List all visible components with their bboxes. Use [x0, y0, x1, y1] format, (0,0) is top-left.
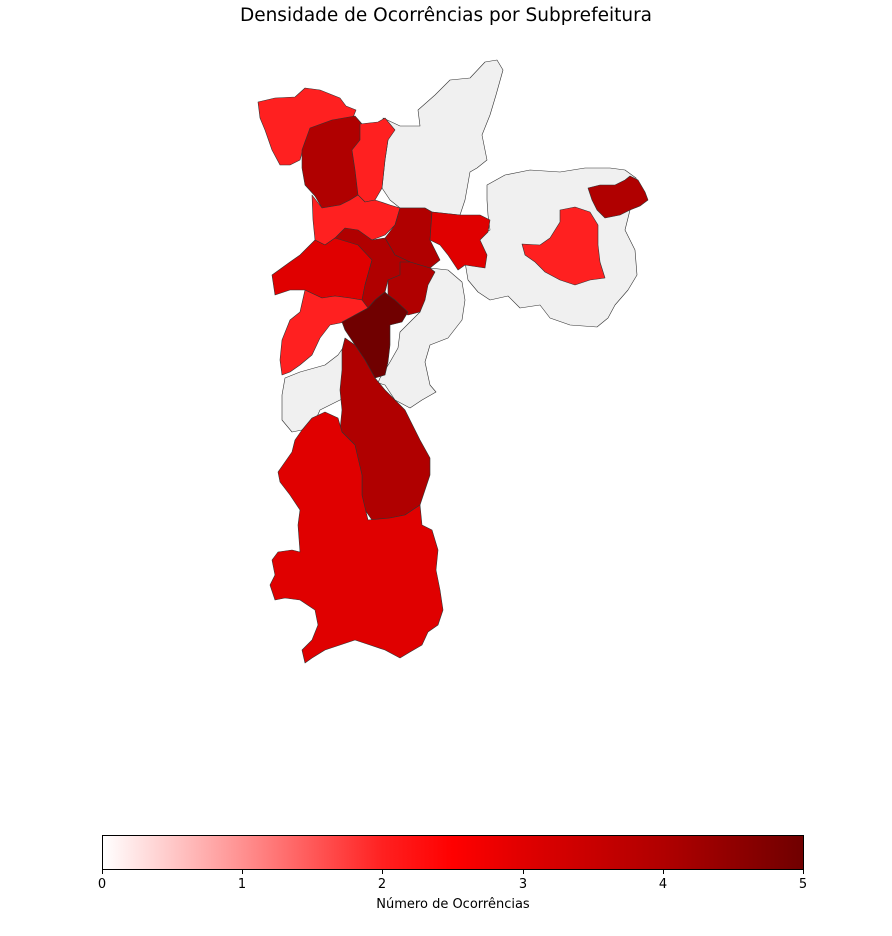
colorbar-tick-label: 5: [798, 877, 808, 892]
colorbar: [102, 835, 804, 870]
region-center-east: [387, 261, 436, 316]
region-north-unshaded: [381, 59, 504, 216]
region-east-mid: [521, 206, 606, 286]
colorbar-tick-label: 1: [237, 877, 247, 892]
colorbar-tick: [242, 870, 243, 874]
region-north-narrow: [351, 117, 396, 203]
colorbar-tick: [803, 870, 804, 874]
region-south-unshaded: [281, 267, 466, 433]
region-far-south: [269, 411, 444, 664]
colorbar-label: Número de Ocorrências: [376, 897, 530, 912]
colorbar-tick-label: 2: [377, 877, 387, 892]
region-center-south: [341, 291, 409, 379]
map-title: Densidade de Ocorrências por Subprefeitu…: [239, 5, 653, 26]
region-far-east: [587, 175, 649, 219]
map-canvas: [257, 59, 649, 664]
colorbar-tick-label: 3: [518, 877, 528, 892]
colorbar-tick-label: 0: [97, 877, 107, 892]
region-southwest-band: [279, 289, 369, 376]
colorbar-tick: [102, 870, 103, 874]
region-north-west-inner: [301, 115, 363, 209]
colorbar-tick-label: 4: [658, 877, 668, 892]
colorbar-tick: [382, 870, 383, 874]
colorbar-tick: [523, 870, 524, 874]
colorbar-tick: [663, 870, 664, 874]
region-center-east-red: [429, 211, 491, 271]
